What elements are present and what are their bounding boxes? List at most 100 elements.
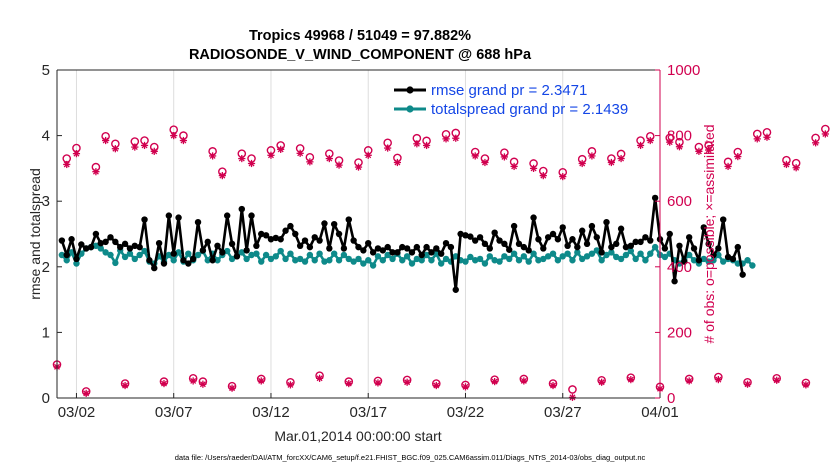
obs-assimilated-point — [773, 376, 781, 384]
totalspread-point — [637, 250, 644, 257]
rmse-point — [510, 222, 518, 230]
obs-assimilated-point — [598, 378, 606, 386]
rmse-point — [467, 233, 474, 240]
rmse-point — [544, 234, 552, 241]
totalspread-point — [214, 257, 221, 264]
obs-assimilated-point — [267, 151, 275, 159]
rmse-point — [102, 238, 109, 246]
x-tick-label: 03/07 — [155, 404, 193, 421]
rmse-point — [540, 245, 547, 252]
obs-assimilated-point — [364, 151, 372, 159]
rmse-point — [603, 218, 610, 226]
rmse-point — [209, 257, 216, 264]
rmse-point — [330, 220, 338, 228]
rmse-point — [78, 241, 85, 248]
totalspread-point — [613, 253, 620, 261]
obs-assimilated-point — [529, 164, 538, 172]
chart-subtitle: RADIOSONDE_V_WIND_COMPONENT @ 688 hPa — [189, 47, 532, 63]
rmse-point — [126, 245, 134, 252]
totalspread-point — [501, 253, 508, 260]
rmse-point — [481, 240, 489, 248]
rmse-point — [267, 236, 275, 243]
obs-possible-point — [568, 385, 577, 394]
rmse-point — [340, 245, 348, 252]
rmse-point — [151, 264, 158, 272]
totalspread-point — [121, 253, 129, 261]
rmse-point — [253, 242, 260, 250]
data-file-footnote: data file: /Users/raeder/DAI/ATM_forcXX/… — [175, 453, 646, 462]
rmse-point — [258, 230, 265, 238]
rmse-point — [515, 240, 523, 248]
totalspread-point — [540, 255, 547, 263]
rmse-point — [491, 229, 498, 236]
obs-assimilated-point — [160, 379, 168, 388]
rmse-point — [199, 247, 207, 254]
rmse-point — [598, 249, 605, 256]
obs-assimilated-point — [724, 162, 732, 171]
totalspread-point — [578, 255, 586, 263]
legend-spread-label: totalspread grand pr = 2.1439 — [431, 101, 628, 118]
rmse-point — [321, 220, 328, 227]
rmse-point — [593, 234, 600, 241]
rmse-point — [335, 230, 343, 238]
y-right-tick-label: 0 — [667, 390, 675, 407]
obs-assimilated-point — [442, 135, 450, 143]
rmse-point — [583, 240, 591, 248]
rmse-point — [651, 194, 659, 202]
totalspread-point — [544, 253, 552, 260]
obs-assimilated-point — [170, 132, 178, 140]
obs-assimilated-point — [510, 162, 518, 171]
totalspread-point — [330, 250, 338, 257]
rmse-point — [496, 237, 503, 244]
y-right-tick-label: 400 — [667, 259, 692, 276]
rmse-point — [92, 230, 100, 238]
obs-assimilated-point — [422, 141, 431, 150]
totalspread-point — [92, 242, 100, 250]
y-right-tick-labels: 0 200 400 600 800 1000 — [667, 62, 700, 407]
obs-assimilated-point — [520, 377, 528, 385]
rmse-point — [564, 242, 571, 250]
obs-assimilated-point — [286, 381, 295, 389]
obs-assimilated-point — [539, 172, 547, 180]
totalspread-point — [102, 249, 109, 256]
rmse-point — [224, 212, 231, 219]
rmse-point — [248, 212, 255, 219]
totalspread-point — [593, 247, 600, 254]
obs-assimilated-point — [743, 380, 752, 388]
rmse-point — [117, 243, 124, 251]
rmse-point — [423, 243, 430, 251]
totalspread-point — [228, 255, 236, 263]
obs-assimilated-point — [140, 141, 149, 150]
rmse-point — [301, 237, 309, 244]
totalspread-point — [603, 251, 610, 259]
totalspread-point — [403, 253, 411, 260]
rmse-point — [622, 243, 630, 251]
totalspread-point — [253, 250, 260, 257]
totalspread-point — [661, 253, 669, 261]
rmse-point — [613, 240, 620, 248]
y-left-tick-label: 3 — [42, 193, 50, 210]
obs-assimilated-point — [209, 152, 217, 160]
rmse-point — [501, 240, 508, 248]
totalspread-point — [267, 255, 275, 263]
obs-assimilated-point — [102, 136, 110, 145]
obs-assimilated-point — [821, 130, 829, 138]
totalspread-point — [316, 250, 323, 257]
totalspread-point — [204, 257, 211, 264]
totalspread-point — [345, 255, 352, 263]
totalspread-point — [569, 257, 576, 264]
rmse-point — [520, 243, 528, 251]
totalspread-point — [535, 257, 542, 264]
totalspread-point — [131, 255, 139, 263]
rmse-point — [87, 243, 95, 251]
totalspread-point — [165, 251, 173, 259]
y-right-tick-label: 600 — [667, 193, 692, 210]
rmse-point — [476, 234, 484, 241]
rmse-point — [141, 216, 148, 223]
rmse-point — [608, 243, 615, 251]
y-left-tick-labels: 0 1 2 3 4 5 — [42, 62, 50, 407]
rmse-point — [326, 245, 333, 252]
totalspread-point — [112, 259, 119, 267]
obs-assimilated-point — [734, 152, 742, 161]
totalspread-point — [335, 257, 343, 264]
